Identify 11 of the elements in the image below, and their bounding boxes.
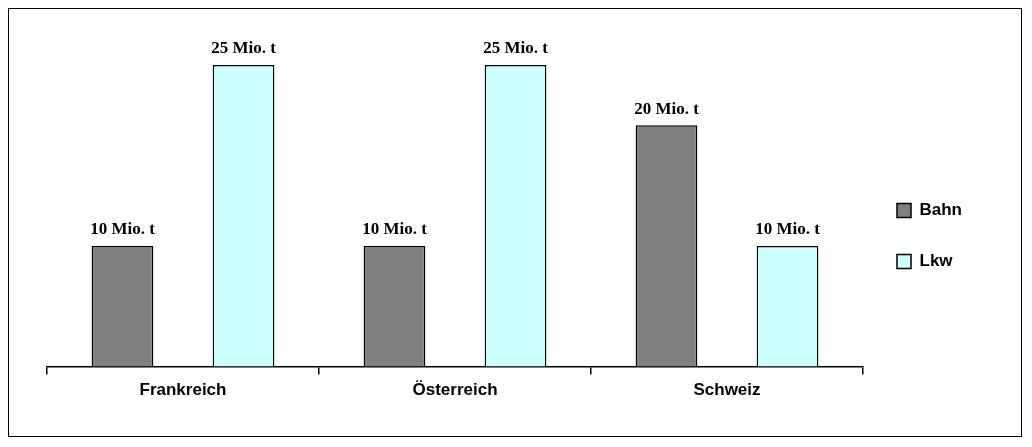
x-tick-label: Schweiz [693,380,761,400]
data-label: 20 Mio. t [634,98,700,118]
data-label: 10 Mio. t [90,219,156,239]
data-label: 25 Mio. t [483,38,549,58]
data-label: 25 Mio. t [211,38,277,58]
x-tick-label: Österreich [412,380,498,400]
data-label: 10 Mio. t [755,219,821,239]
data-label: 10 Mio. t [362,219,428,239]
legend-label: Lkw [919,251,954,271]
x-tick-label: Frankreich [139,380,227,400]
legend-label: Bahn [919,200,962,220]
